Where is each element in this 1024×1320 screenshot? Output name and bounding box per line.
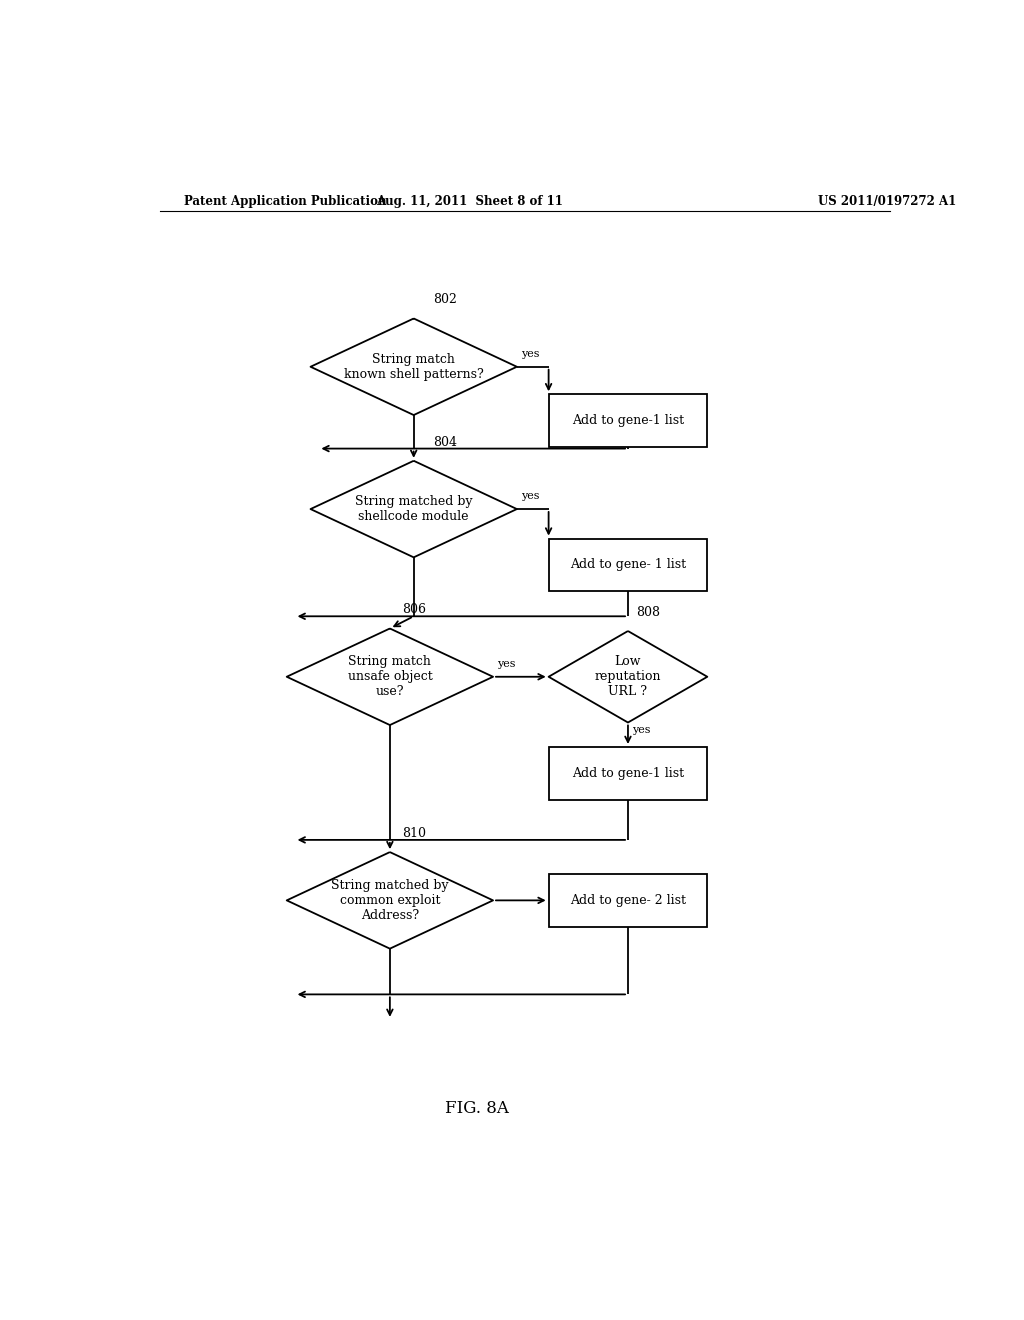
- Text: 808: 808: [636, 606, 659, 619]
- Bar: [549, 539, 708, 591]
- Text: Low
reputation
URL ?: Low reputation URL ?: [595, 655, 662, 698]
- Text: yes: yes: [521, 348, 540, 359]
- Text: Patent Application Publication: Patent Application Publication: [183, 194, 386, 207]
- Text: Add to gene-1 list: Add to gene-1 list: [572, 767, 684, 780]
- Text: String matched by
common exploit
Address?: String matched by common exploit Address…: [331, 879, 449, 921]
- Text: yes: yes: [632, 725, 650, 735]
- Text: String match
known shell patterns?: String match known shell patterns?: [344, 352, 483, 380]
- Text: Add to gene- 2 list: Add to gene- 2 list: [570, 894, 686, 907]
- Text: US 2011/0197272 A1: US 2011/0197272 A1: [818, 194, 956, 207]
- Text: 802: 802: [433, 293, 458, 306]
- Bar: [549, 874, 708, 927]
- Text: 806: 806: [401, 603, 426, 616]
- Text: String match
unsafe object
use?: String match unsafe object use?: [347, 655, 432, 698]
- Text: Add to gene- 1 list: Add to gene- 1 list: [570, 558, 686, 572]
- Text: 804: 804: [433, 436, 458, 449]
- Text: yes: yes: [497, 659, 515, 669]
- Bar: [549, 395, 708, 447]
- Text: Add to gene-1 list: Add to gene-1 list: [572, 414, 684, 428]
- Text: Aug. 11, 2011  Sheet 8 of 11: Aug. 11, 2011 Sheet 8 of 11: [376, 194, 562, 207]
- Bar: [549, 747, 708, 800]
- Text: FIG. 8A: FIG. 8A: [445, 1101, 509, 1117]
- Text: String matched by
shellcode module: String matched by shellcode module: [355, 495, 472, 523]
- Text: yes: yes: [521, 491, 540, 500]
- Text: 810: 810: [401, 826, 426, 840]
